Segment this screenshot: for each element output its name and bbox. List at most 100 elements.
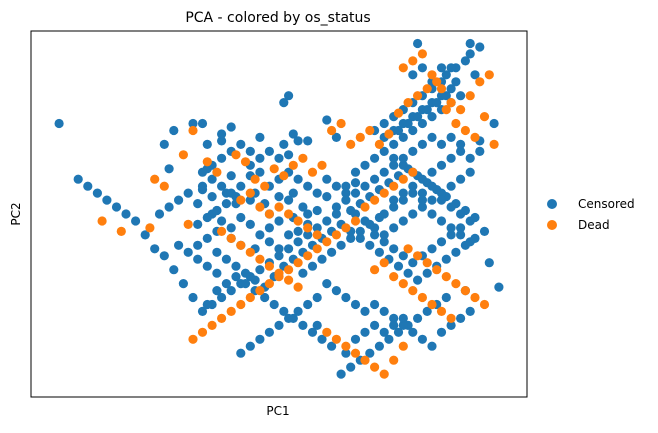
legend-label-dead: Dead xyxy=(578,218,610,232)
point-censored xyxy=(193,240,203,250)
point-dead xyxy=(260,181,270,191)
point-censored xyxy=(417,174,427,184)
point-censored xyxy=(159,251,169,261)
point-censored xyxy=(183,188,193,198)
point-dead xyxy=(264,279,274,289)
point-censored xyxy=(379,327,389,337)
point-censored xyxy=(365,219,375,229)
point-censored xyxy=(279,139,289,149)
point-censored xyxy=(288,129,298,139)
point-dead xyxy=(264,261,274,271)
point-censored xyxy=(245,195,255,205)
point-censored xyxy=(365,240,375,250)
point-censored xyxy=(456,174,466,184)
point-censored xyxy=(236,212,246,223)
point-censored xyxy=(360,327,370,337)
point-censored xyxy=(274,153,284,163)
point-censored xyxy=(441,292,451,303)
point-dead xyxy=(255,286,265,296)
point-censored xyxy=(417,118,427,129)
point-censored xyxy=(417,195,427,205)
point-censored xyxy=(398,216,408,226)
point-censored xyxy=(436,160,447,170)
point-dead xyxy=(446,313,456,323)
point-dead xyxy=(489,139,499,149)
point-censored xyxy=(422,105,432,115)
point-censored xyxy=(446,84,456,94)
point-censored xyxy=(413,38,423,49)
point-censored xyxy=(312,223,322,233)
point-dead xyxy=(284,265,294,275)
point-censored xyxy=(197,306,208,316)
point-dead xyxy=(441,272,451,282)
point-dead xyxy=(398,63,408,73)
legend: Censored Dead xyxy=(547,197,635,232)
point-censored xyxy=(298,320,308,330)
point-censored xyxy=(456,313,466,323)
point-censored xyxy=(293,136,303,146)
point-censored xyxy=(284,150,294,160)
point-dead xyxy=(240,157,251,167)
point-censored xyxy=(274,216,284,226)
point-censored xyxy=(451,77,461,87)
point-dead xyxy=(303,251,313,261)
point-dead xyxy=(331,230,341,240)
point-censored xyxy=(226,171,236,181)
point-dead xyxy=(274,202,284,212)
point-censored xyxy=(150,244,160,254)
point-censored xyxy=(408,258,418,268)
point-censored xyxy=(470,70,480,80)
point-censored xyxy=(350,209,361,219)
point-censored xyxy=(207,174,217,184)
point-dead xyxy=(360,355,370,365)
point-censored xyxy=(341,195,351,205)
point-censored xyxy=(183,247,193,257)
point-censored xyxy=(245,272,255,282)
point-censored xyxy=(389,313,399,323)
point-dead xyxy=(317,160,327,170)
point-censored xyxy=(465,153,475,163)
point-dead xyxy=(484,70,494,80)
point-censored xyxy=(169,125,179,136)
point-dead xyxy=(236,240,246,250)
point-censored xyxy=(413,313,423,323)
point-censored xyxy=(350,299,361,310)
point-censored xyxy=(245,219,255,229)
point-dead xyxy=(408,56,418,66)
point-censored xyxy=(260,292,270,303)
point-censored xyxy=(212,205,222,216)
point-censored xyxy=(379,118,389,129)
point-dead xyxy=(303,223,313,233)
point-censored xyxy=(312,188,322,198)
point-censored xyxy=(240,279,251,289)
point-censored xyxy=(432,98,442,108)
point-censored xyxy=(446,223,456,233)
point-censored xyxy=(379,237,389,247)
point-censored xyxy=(174,195,184,205)
point-censored xyxy=(370,320,380,330)
point-dead xyxy=(341,223,351,233)
point-censored xyxy=(398,313,408,323)
point-censored xyxy=(389,160,399,170)
point-censored xyxy=(312,292,322,303)
point-censored xyxy=(255,230,265,240)
point-dead xyxy=(346,139,356,149)
point-censored xyxy=(293,226,303,236)
point-censored xyxy=(327,247,337,257)
point-censored xyxy=(279,306,289,316)
point-censored xyxy=(355,226,365,236)
point-censored xyxy=(193,199,203,209)
point-dead xyxy=(403,244,413,254)
point-dead xyxy=(408,286,418,296)
points-layer xyxy=(54,38,504,379)
point-censored xyxy=(408,209,418,219)
point-censored xyxy=(322,216,332,226)
point-censored xyxy=(389,139,399,149)
point-censored xyxy=(417,202,427,212)
point-censored xyxy=(456,91,466,101)
point-censored xyxy=(370,230,380,240)
point-censored xyxy=(427,244,437,254)
point-censored xyxy=(446,202,456,212)
point-censored xyxy=(279,98,289,108)
